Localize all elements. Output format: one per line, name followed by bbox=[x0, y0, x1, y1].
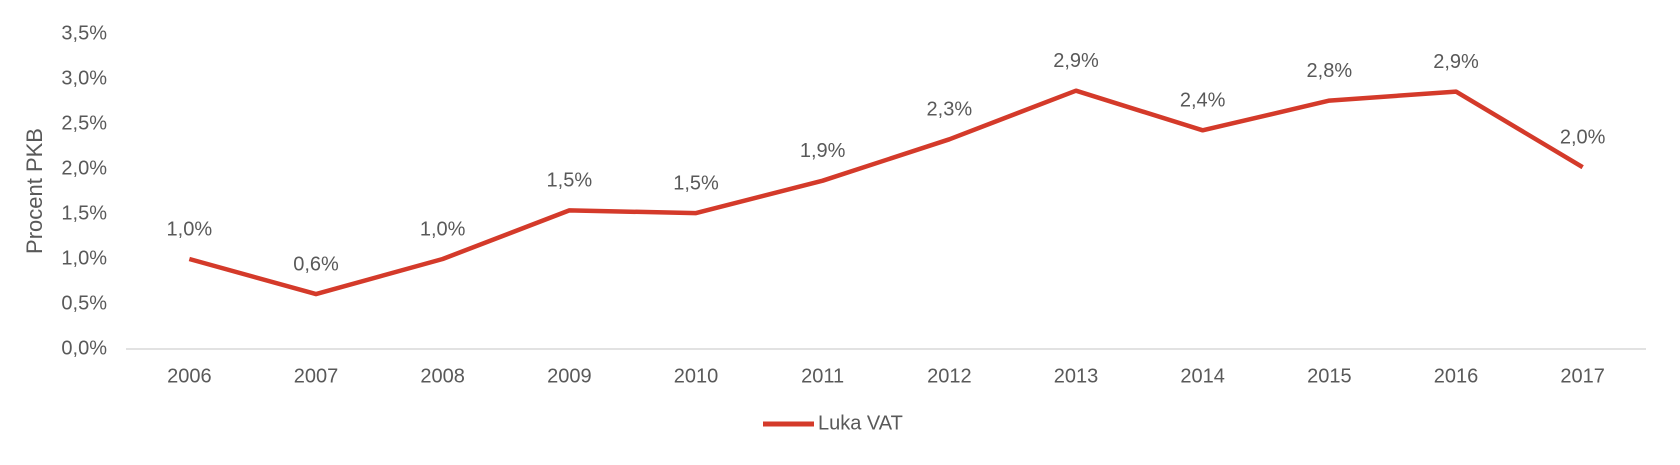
data-label: 0,6% bbox=[293, 253, 339, 275]
y-tick-label: 0,0% bbox=[61, 337, 107, 359]
data-label: 2,0% bbox=[1560, 126, 1606, 148]
y-tick-label: 1,0% bbox=[61, 247, 107, 269]
y-tick-label: 1,5% bbox=[61, 202, 107, 224]
y-tick-label: 3,0% bbox=[61, 67, 107, 89]
data-label: 2,4% bbox=[1180, 90, 1226, 112]
x-tick-label: 2010 bbox=[674, 365, 719, 387]
x-tick-label: 2006 bbox=[167, 365, 212, 387]
data-label: 2,9% bbox=[1053, 50, 1099, 72]
x-tick-label: 2016 bbox=[1434, 365, 1479, 387]
x-tick-label: 2007 bbox=[294, 365, 339, 387]
data-label: 2,8% bbox=[1307, 60, 1353, 82]
x-tick-label: 2011 bbox=[801, 365, 844, 387]
x-tick-label: 2008 bbox=[420, 365, 465, 387]
legend-label: Luka VAT bbox=[818, 412, 903, 434]
y-tick-label: 3,5% bbox=[61, 22, 107, 44]
data-label: 2,3% bbox=[927, 99, 973, 121]
data-label: 1,5% bbox=[673, 172, 719, 194]
x-tick-label: 2017 bbox=[1560, 365, 1605, 387]
x-tick-label: 2015 bbox=[1307, 365, 1352, 387]
y-tick-label: 2,5% bbox=[61, 112, 107, 134]
data-label: 1,5% bbox=[547, 170, 593, 192]
line bbox=[188, 88, 1584, 297]
data-label: 2,9% bbox=[1433, 51, 1479, 73]
y-tick-label: 2,0% bbox=[61, 157, 107, 179]
data-label: 1,9% bbox=[800, 140, 846, 162]
x-tick-label: 2013 bbox=[1054, 365, 1099, 387]
y-axis-label: Procent PKB bbox=[22, 128, 47, 254]
x-tick-label: 2009 bbox=[547, 365, 592, 387]
data-label: 1,0% bbox=[167, 218, 213, 240]
x-tick-label: 2012 bbox=[927, 365, 972, 387]
x-tick-label: 2014 bbox=[1180, 365, 1225, 387]
y-tick-label: 0,5% bbox=[61, 292, 107, 314]
data-label: 1,0% bbox=[420, 218, 466, 240]
